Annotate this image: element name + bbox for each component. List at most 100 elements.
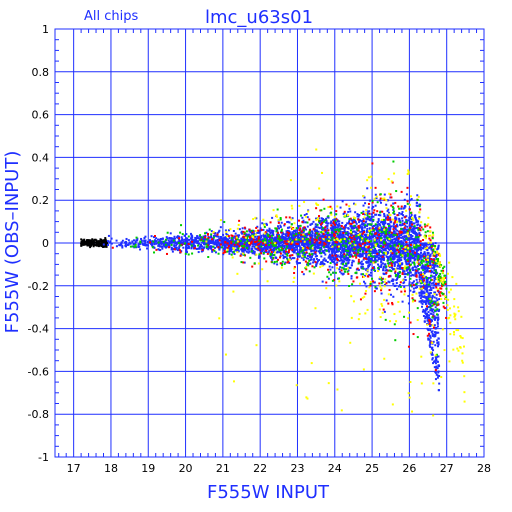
scatter-point [343, 239, 346, 242]
scatter-point [368, 243, 371, 246]
scatter-point [318, 247, 321, 250]
scatter-point [286, 237, 289, 240]
scatter-point [375, 238, 378, 241]
scatter-point [361, 252, 364, 255]
scatter-point [348, 253, 351, 256]
scatter-point [425, 270, 428, 273]
scatter-point [429, 254, 432, 257]
scatter-point [415, 201, 418, 204]
scatter-point [431, 332, 434, 335]
scatter-point [360, 265, 363, 268]
scatter-point [203, 241, 206, 244]
scatter-point [369, 249, 372, 252]
scatter-point [222, 243, 225, 246]
scatter-point [207, 241, 210, 244]
scatter-point [235, 245, 238, 248]
scatter-point [324, 226, 327, 229]
scatter-point [305, 236, 308, 239]
scatter-point [218, 239, 221, 242]
scatter-point [346, 262, 349, 265]
scatter-point [350, 277, 353, 280]
scatter-point [378, 235, 381, 238]
scatter-point [390, 248, 393, 251]
scatter-point [408, 265, 411, 268]
scatter-point [436, 299, 439, 302]
scatter-point [241, 250, 244, 253]
scatter-point [369, 247, 372, 250]
scatter-point [263, 245, 266, 248]
scatter-point [439, 291, 442, 294]
scatter-point [433, 296, 436, 299]
scatter-point [411, 261, 414, 264]
scatter-point [427, 251, 430, 254]
scatter-point [302, 229, 305, 232]
scatter-point [104, 241, 107, 244]
scatter-point [132, 239, 135, 242]
scatter-point [419, 229, 422, 232]
scatter-point [425, 298, 428, 301]
scatter-point [312, 261, 315, 264]
scatter-point [284, 242, 287, 245]
scatter-point [231, 234, 234, 237]
scatter-point [404, 248, 407, 251]
scatter-point [335, 226, 338, 229]
scatter-point [381, 210, 384, 213]
scatter-point [174, 246, 177, 249]
scatter-point [402, 207, 405, 210]
scatter-point [311, 240, 314, 243]
scatter-point [393, 251, 396, 254]
scatter-point [424, 225, 427, 228]
scatter-point [425, 284, 428, 287]
scatter-point [211, 241, 214, 244]
scatter-point [218, 237, 221, 240]
scatter-point [306, 242, 309, 245]
scatter-point [360, 263, 363, 266]
scatter-point [259, 238, 262, 241]
scatter-point [160, 242, 163, 245]
scatter-point [225, 239, 228, 242]
scatter-point [422, 286, 425, 289]
scatter-point [316, 261, 319, 264]
scatter-point [269, 232, 272, 235]
scatter-point [373, 281, 376, 284]
scatter-point [292, 237, 295, 240]
scatter-point [222, 247, 225, 250]
scatter-point [323, 244, 326, 247]
scatter-point [347, 261, 350, 264]
scatter-point [351, 240, 354, 243]
scatter-point [424, 317, 427, 320]
scatter-point [391, 303, 394, 306]
scatter-point [395, 245, 398, 248]
scatter-point [297, 226, 300, 229]
scatter-point [432, 362, 435, 365]
scatter-point [99, 240, 102, 243]
scatter-point [245, 242, 248, 245]
scatter-point [367, 264, 370, 267]
scatter-point [216, 233, 219, 236]
scatter-point [277, 247, 280, 250]
scatter-point [174, 242, 177, 245]
scatter-point [368, 234, 371, 237]
scatter-point [425, 314, 428, 317]
scatter-point [382, 224, 385, 227]
scatter-point [387, 222, 390, 225]
scatter-point [373, 259, 376, 262]
scatter-point [354, 236, 357, 239]
scatter-point [348, 221, 351, 224]
scatter-point [424, 244, 427, 247]
scatter-point [271, 231, 274, 234]
scatter-point [314, 255, 317, 258]
scatter-point [186, 244, 189, 247]
scatter-point [218, 229, 221, 232]
scatter-point [428, 270, 431, 273]
scatter-point [415, 221, 418, 224]
scatter-point [139, 242, 142, 245]
scatter-point [414, 232, 417, 235]
scatter-point [257, 256, 260, 259]
scatter-point [391, 239, 394, 242]
scatter-point [311, 248, 314, 251]
scatter-point [347, 227, 350, 230]
scatter-point [173, 241, 176, 244]
scatter-point [168, 242, 171, 245]
scatter-point [170, 241, 173, 244]
